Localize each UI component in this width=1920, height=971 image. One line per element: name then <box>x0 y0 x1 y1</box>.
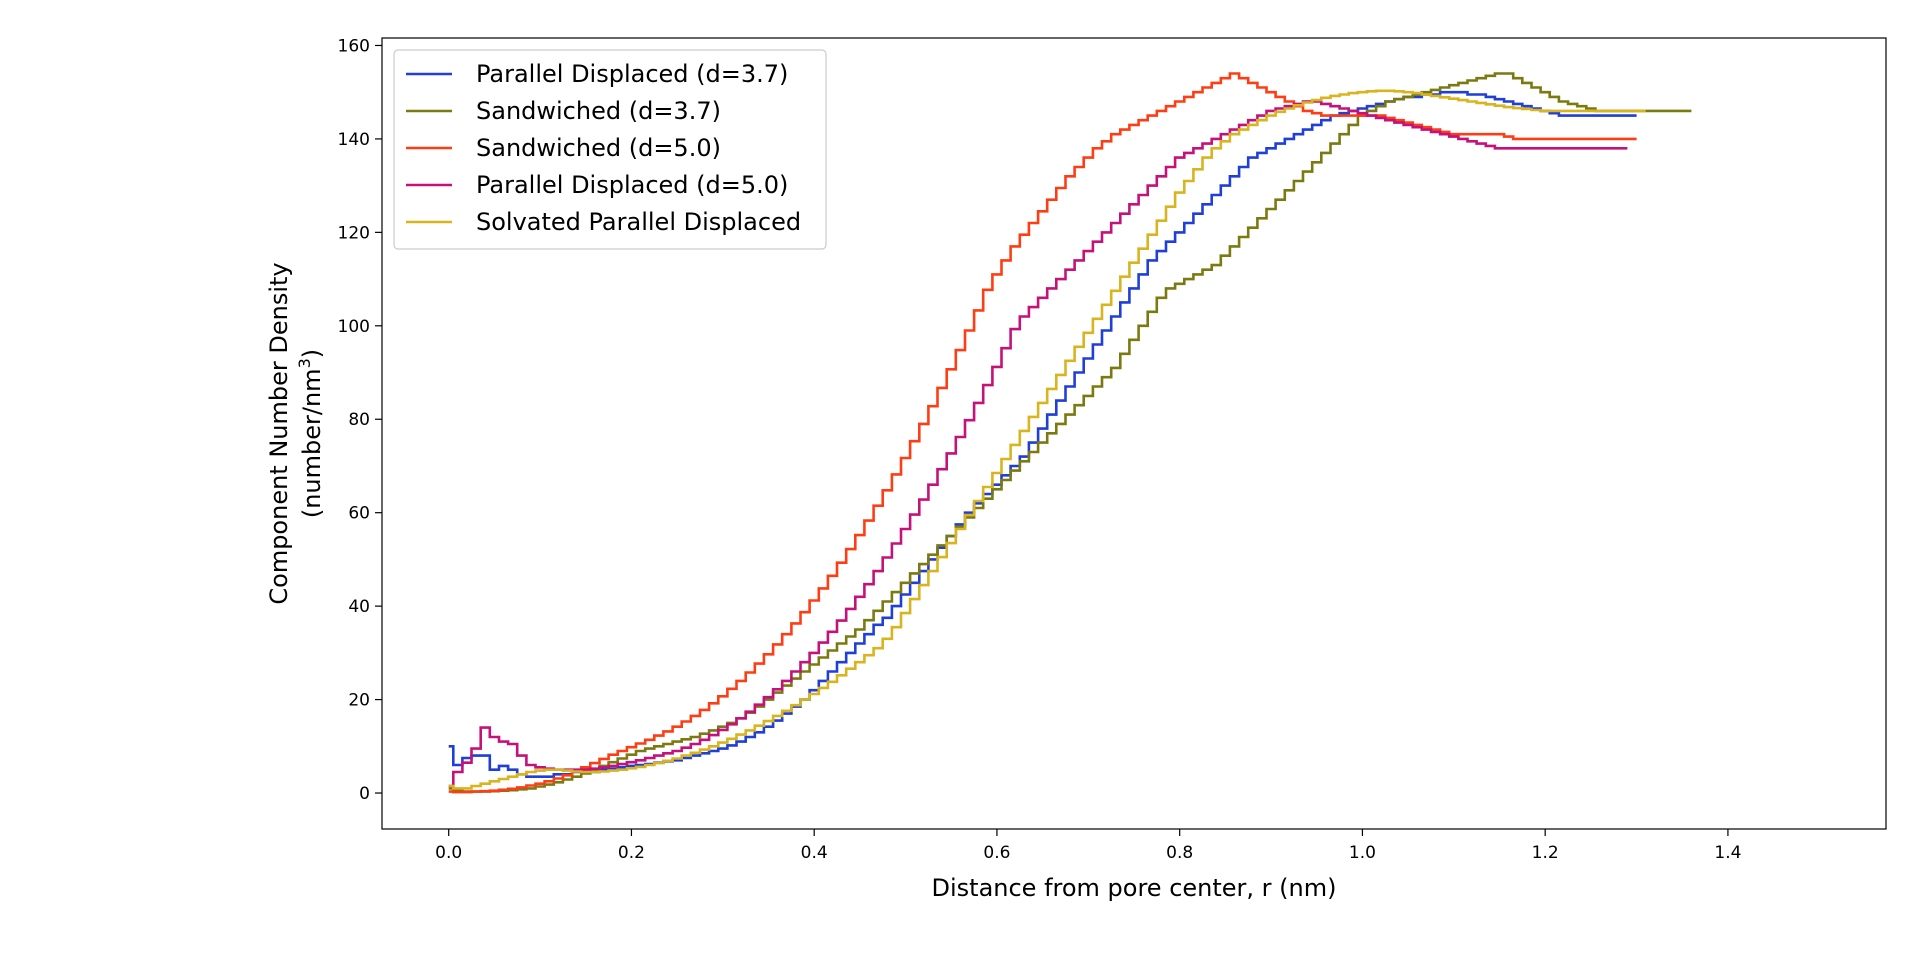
legend-entry-1: Parallel Displaced (d=3.7) <box>476 60 788 88</box>
series-line-5 <box>448 89 1646 790</box>
y-tick-label: 80 <box>348 410 370 430</box>
x-tick-label: 0.8 <box>1166 843 1193 863</box>
y-tick-label: 40 <box>348 597 370 617</box>
x-axis-label: Distance from pore center, r (nm) <box>932 874 1337 902</box>
legend-entry-3: Sandwiched (d=5.0) <box>476 134 721 162</box>
y-axis-label: Component Number Density (number/nm3) <box>265 262 326 604</box>
series-layer <box>448 72 1692 794</box>
y-axis-label-unit: (number/nm <box>298 368 326 518</box>
x-tick-label: 1.2 <box>1532 843 1559 863</box>
plot-frame <box>381 37 1887 830</box>
y-tick-label: 0 <box>359 784 370 804</box>
y-axis-label-line2: (number/nm3) <box>295 349 326 518</box>
legend-box <box>393 49 827 250</box>
y-axis-label-line1: Component Number Density <box>265 262 293 604</box>
legend-entry-5: Solvated Parallel Displaced <box>476 208 801 236</box>
y-axis-label-close: ) <box>298 349 326 358</box>
x-tick-label: 0.6 <box>983 843 1010 863</box>
y-tick-label: 100 <box>338 317 370 337</box>
x-tick-label: 1.4 <box>1714 843 1741 863</box>
y-tick-label: 20 <box>348 691 370 711</box>
legend: Parallel Displaced (d=3.7) Sandwiched (d=… <box>393 49 827 250</box>
y-tick-label: 120 <box>338 223 370 243</box>
series-line-4 <box>448 100 1628 788</box>
y-axis: 0 20 40 60 80 100 120 140 160 <box>338 36 382 804</box>
series-line-2 <box>448 72 1692 793</box>
y-tick-label: 60 <box>348 504 370 524</box>
y-tick-label: 160 <box>338 36 370 56</box>
y-axis-label-superscript: 3 <box>295 358 314 368</box>
x-tick-label: 0.2 <box>618 843 645 863</box>
x-tick-label: 0.4 <box>801 843 828 863</box>
legend-entry-2: Sandwiched (d=3.7) <box>476 97 721 125</box>
x-tick-label: 0.0 <box>435 843 462 863</box>
x-tick-label: 1.0 <box>1349 843 1376 863</box>
y-tick-label: 140 <box>338 130 370 150</box>
legend-entry-4: Parallel Displaced (d=5.0) <box>476 171 788 199</box>
x-axis: 0.0 0.2 0.4 0.6 0.8 1.0 1.2 1.4 <box>435 829 1741 863</box>
